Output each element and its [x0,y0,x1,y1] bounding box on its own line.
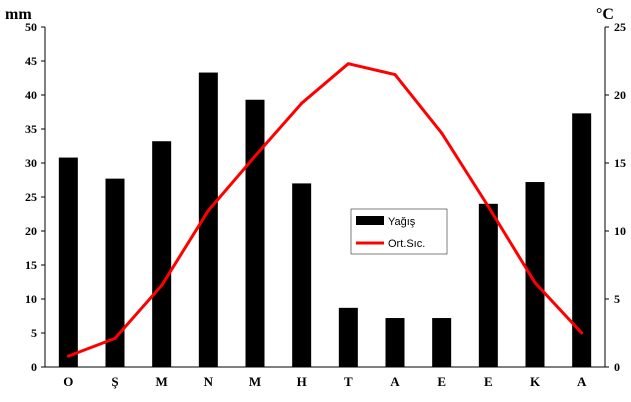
temperature-point [253,154,257,158]
left-axis-unit: mm [5,6,32,23]
x-axis-category-label: A [390,374,400,389]
right-axis-tick-label: 15 [614,156,626,170]
left-axis-tick-label: 45 [25,54,37,68]
rainfall-bar [478,203,498,367]
left-axis-tick-label: 20 [25,224,37,238]
left-axis-tick-label: 15 [25,258,37,272]
x-axis-category-label: M [156,374,168,389]
temperature-line [67,62,583,358]
temperature-point [346,62,350,66]
rainfall-bar [105,178,125,367]
temperature-point [300,101,304,105]
right-axis-tick-label: 10 [614,224,626,238]
rainfall-bar [525,182,545,367]
x-axis-category-label: E [484,374,493,389]
left-axis-tick-label: 0 [31,360,37,374]
right-axis-tick-label: 5 [614,292,620,306]
rainfall-bar [385,318,405,367]
left-axis-tick-label: 50 [25,20,37,34]
temperature-point [393,73,397,77]
left-axis-tick-label: 25 [25,190,37,204]
rainfall-bar [152,141,172,367]
rainfall-bar [432,318,452,367]
temperature-point [440,131,444,135]
right-axis-unit: °C [596,6,614,23]
x-axis-category-label: E [437,374,446,389]
right-axis-tick-label: 0 [614,360,620,374]
rainfall-bar [245,99,265,367]
x-axis-category-label: N [204,374,214,389]
temperature-point [113,336,117,340]
x-axis-category-label: A [577,374,587,389]
rainfall-bar [572,113,592,367]
x-axis-category-label: M [249,374,261,389]
left-axis-tick-label: 40 [25,88,37,102]
x-axis-category-label: T [344,374,353,389]
legend: Yağış Ort.Sıc. [350,208,448,255]
x-axis-category-label: K [530,374,541,389]
left-axis-tick-label: 30 [25,156,37,170]
temperature-point [206,209,210,213]
rainfall-bar [198,72,218,367]
left-axis-tick-label: 10 [25,292,37,306]
temperature-point [486,205,490,209]
legend-label-temperature: Ort.Sıc. [388,238,425,250]
temperature-point [66,354,70,358]
rainfall-bar [292,183,312,367]
temperature-point [580,331,584,335]
rainfall-bar [338,307,358,367]
left-axis-tick-label: 35 [25,122,37,136]
x-axis-category-label: Ş [111,374,118,389]
legend-swatch-rainfall [356,216,384,225]
x-axis-category-label: O [63,374,73,389]
rainfall-bar [58,157,78,367]
right-axis-tick-label: 25 [614,20,626,34]
temperature-point [160,283,164,287]
right-axis-tick-label: 20 [614,88,626,102]
left-axis-tick-label: 5 [31,326,37,340]
x-axis-category-label: H [297,374,307,389]
legend-label-rainfall: Yağış [388,216,416,228]
temperature-point [533,281,537,285]
